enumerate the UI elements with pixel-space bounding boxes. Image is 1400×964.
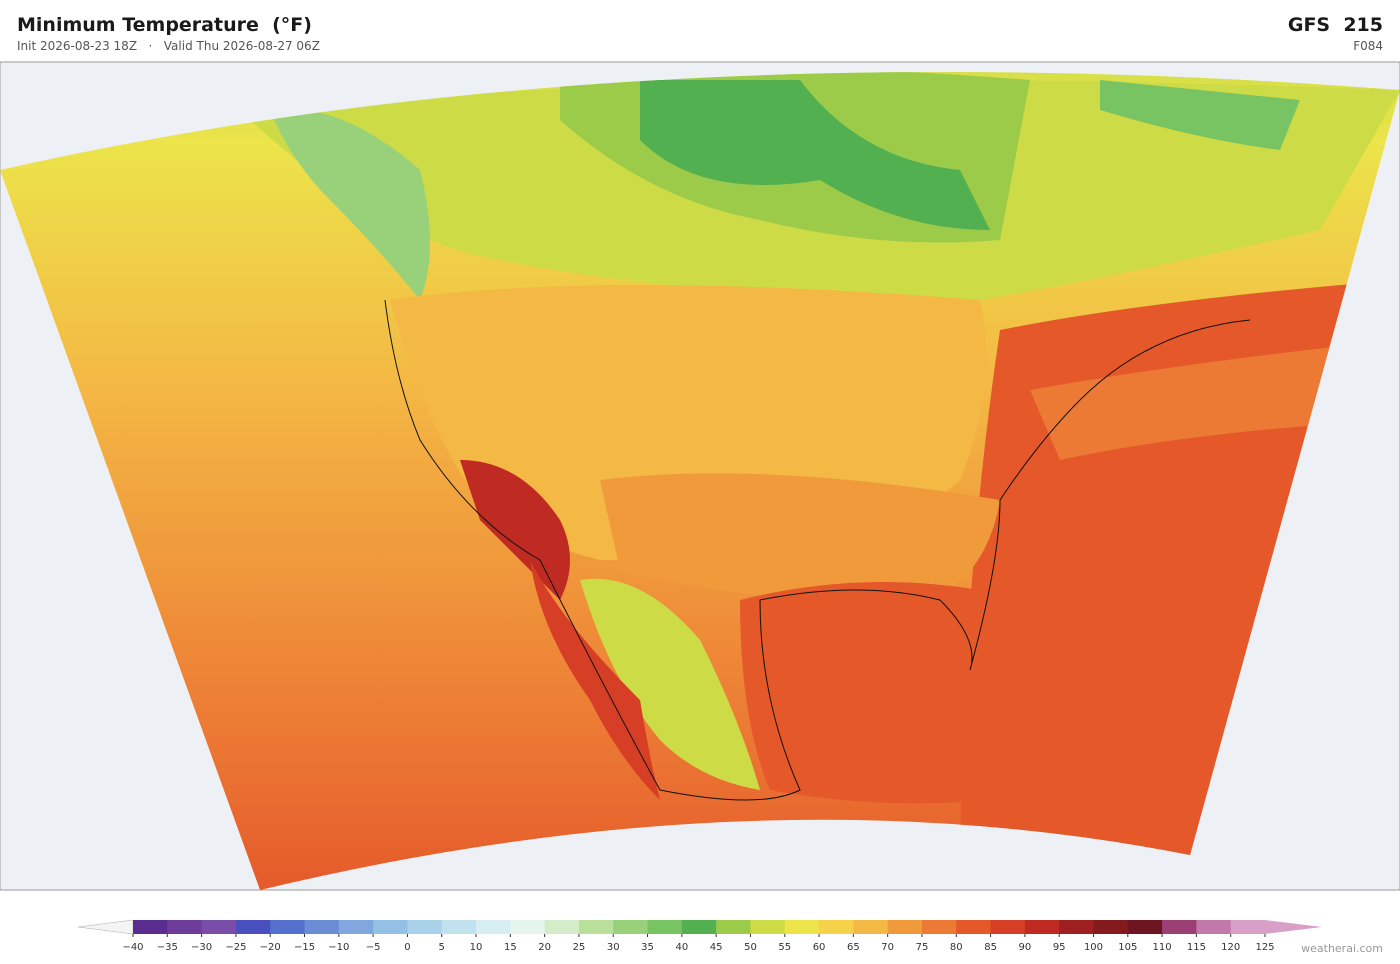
init-time: Init 2026-08-23 18Z xyxy=(17,39,138,53)
colorbar-tick-label: 100 xyxy=(1084,942,1103,953)
colorbar-tick-label: 90 xyxy=(1019,942,1032,953)
colorbar-tick-label: 105 xyxy=(1118,942,1137,953)
colorbar-tick-label: −35 xyxy=(157,942,178,953)
colorbar-tick-label: −5 xyxy=(366,942,381,953)
colorbar-bin xyxy=(304,920,340,934)
colorbar-bin xyxy=(167,920,203,934)
map-title: Minimum Temperature (°F) xyxy=(17,14,312,36)
colorbar-bin xyxy=(373,920,408,934)
colorbar-bin xyxy=(613,920,649,934)
colorbar-bin xyxy=(441,920,477,934)
colorbar-tick-label: 5 xyxy=(439,942,445,953)
colorbar-bin xyxy=(921,920,957,934)
colorbar-bin xyxy=(578,920,614,934)
colorbar-tick-label: −30 xyxy=(191,942,212,953)
colorbar-tick-label: 55 xyxy=(778,942,791,953)
colorbar-tick-label: 45 xyxy=(710,942,723,953)
colorbar-tick-label: 120 xyxy=(1221,942,1240,953)
colorbar-tick-label: 95 xyxy=(1053,942,1066,953)
colorbar-bin xyxy=(956,920,992,934)
colorbar-under xyxy=(77,919,134,935)
colorbar: −40 −35 −30 −25 −20 −15 −10 −5 0 5 10 15 20 25 30 35 40 4… xyxy=(77,919,1322,953)
coastline xyxy=(384,299,1251,801)
colorbar-tick-label: −20 xyxy=(260,942,281,953)
colorbar-tick-label: −25 xyxy=(225,942,246,953)
colorbar-tick-label: 75 xyxy=(916,942,929,953)
colorbar-tick-label: 40 xyxy=(675,942,688,953)
model-name: GFS 215 xyxy=(1287,14,1383,36)
colorbar-bin xyxy=(476,920,511,934)
colorbar-tick-label: −40 xyxy=(122,942,143,953)
forecast-hour: F084 xyxy=(1353,39,1383,53)
colorbar-bin xyxy=(784,920,820,934)
colorbar-bin xyxy=(990,920,1026,934)
colorbar-bin xyxy=(1196,920,1232,934)
colorbar-tick-label: −15 xyxy=(294,942,315,953)
colorbar-bin xyxy=(201,920,237,934)
colorbar-bin xyxy=(338,920,374,934)
colorbar-bin xyxy=(235,920,271,934)
colorbar-tick-label: 35 xyxy=(641,942,654,953)
colorbar-bin xyxy=(1127,920,1163,934)
separator: · xyxy=(148,39,153,53)
colorbar-tick-label: 25 xyxy=(573,942,586,953)
colorbar-bin xyxy=(270,920,306,934)
colorbar-tick-label: 110 xyxy=(1153,942,1172,953)
colorbar-bin xyxy=(544,920,580,934)
colorbar-tick-label: −10 xyxy=(328,942,349,953)
colorbar-tick-label: 15 xyxy=(504,942,517,953)
colorbar-tick-label: 30 xyxy=(607,942,620,953)
colorbar-bin xyxy=(681,920,717,934)
colorbar-tick-label: 0 xyxy=(404,942,410,953)
colorbar-tick-label: 80 xyxy=(950,942,963,953)
colorbar-bin xyxy=(1230,920,1266,934)
colorbar-bin xyxy=(819,920,854,934)
colorbar-bin xyxy=(887,920,923,934)
colorbar-bin xyxy=(750,920,786,934)
credit: weatherai.com xyxy=(1301,942,1383,955)
subtitle: Init 2026-08-23 18Z · Valid Thu 2026-08-… xyxy=(17,39,320,53)
colorbar-tick-label: 85 xyxy=(984,942,997,953)
colorbar-bin xyxy=(1093,920,1129,934)
colorbar-bin xyxy=(407,920,443,934)
colorbar-tick-label: 125 xyxy=(1255,942,1274,953)
colorbar-over xyxy=(1265,920,1322,934)
colorbar-bin xyxy=(133,920,168,934)
colorbar-tick-label: 10 xyxy=(470,942,483,953)
valid-time: Valid Thu 2026-08-27 06Z xyxy=(163,39,320,53)
colorbar-bin xyxy=(1024,920,1060,934)
colorbar-tick-label: 70 xyxy=(881,942,894,953)
colorbar-tick-label: 115 xyxy=(1187,942,1206,953)
colorbar-bin xyxy=(716,920,751,934)
colorbar-bin xyxy=(853,920,889,934)
colorbar-bin xyxy=(1059,920,1094,934)
colorbar-bin xyxy=(647,920,683,934)
colorbar-tick-label: 20 xyxy=(538,942,551,953)
colorbar-bin xyxy=(510,920,546,934)
colorbar-tick-label: 65 xyxy=(847,942,860,953)
colorbar-bin xyxy=(1162,920,1197,934)
colorbar-tick-label: 60 xyxy=(813,942,826,953)
colorbar-tick-label: 50 xyxy=(744,942,757,953)
